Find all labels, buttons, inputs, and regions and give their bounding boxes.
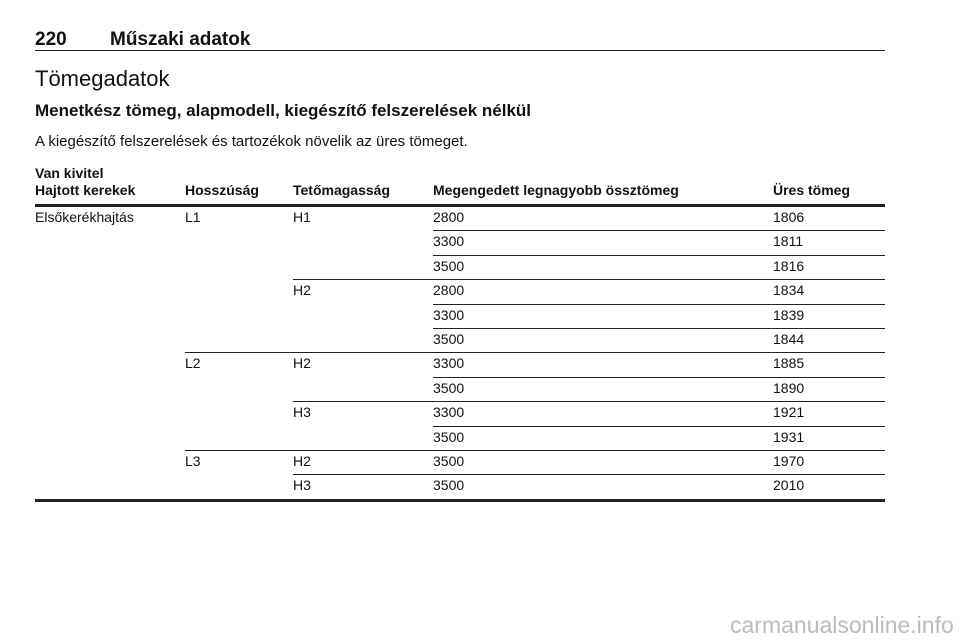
page-number: 220 bbox=[35, 29, 67, 50]
column-header: Tetőmagasság bbox=[293, 182, 390, 198]
cell: H2 bbox=[293, 355, 311, 372]
cell: 3500 bbox=[433, 379, 465, 396]
cell: 1816 bbox=[773, 257, 805, 274]
column-header: Megengedett legnagyobb össztömeg bbox=[433, 182, 679, 198]
cell: L1 bbox=[185, 209, 201, 225]
cell: 1806 bbox=[773, 209, 805, 225]
cell: H3 bbox=[293, 477, 311, 494]
cell: 1921 bbox=[773, 404, 805, 421]
row-rule bbox=[433, 328, 885, 329]
row-rule bbox=[293, 279, 885, 281]
table-caption: Van kivitel bbox=[35, 165, 104, 181]
cell: Elsőkerékhajtás bbox=[35, 209, 134, 225]
cell: 3500 bbox=[433, 331, 465, 347]
row-rule bbox=[433, 303, 885, 305]
header-rule bbox=[35, 204, 885, 207]
cell: 1931 bbox=[773, 428, 805, 445]
row-rule bbox=[185, 352, 885, 354]
cell: 3300 bbox=[433, 355, 465, 372]
cell: 1970 bbox=[773, 453, 805, 469]
subtitle: Menetkész tömeg, alapmodell, kiegészítő … bbox=[35, 101, 532, 120]
cell: H2 bbox=[293, 282, 311, 299]
header-rule bbox=[35, 50, 885, 51]
table-bottom-rule bbox=[35, 498, 885, 502]
cell: 3500 bbox=[433, 428, 465, 445]
cell: L2 bbox=[185, 355, 201, 372]
cell: H1 bbox=[293, 209, 311, 225]
cell: L3 bbox=[185, 453, 201, 469]
title: Tömegadatok bbox=[35, 66, 170, 91]
cell: 1811 bbox=[773, 233, 804, 250]
cell: 1890 bbox=[773, 379, 805, 396]
cell: 1834 bbox=[773, 282, 805, 299]
row-rule bbox=[433, 230, 885, 232]
watermark: carmanualsonline.info bbox=[730, 612, 954, 638]
cell: 2800 bbox=[433, 282, 465, 299]
cell: H3 bbox=[293, 404, 311, 421]
cell: 2800 bbox=[433, 209, 465, 225]
column-header: Hosszúság bbox=[185, 182, 259, 198]
cell: 3300 bbox=[433, 404, 465, 421]
cell: H2 bbox=[293, 453, 311, 469]
row-rule bbox=[433, 425, 885, 427]
cell: 3300 bbox=[433, 306, 465, 323]
cell: 3300 bbox=[433, 233, 465, 250]
section-title: Műszaki adatok bbox=[110, 29, 251, 50]
row-rule bbox=[433, 376, 885, 378]
column-header: Hajtott kerekek bbox=[35, 182, 136, 198]
cell: 1839 bbox=[773, 306, 805, 323]
row-rule bbox=[185, 450, 885, 451]
cell: 3500 bbox=[433, 257, 465, 274]
row-rule bbox=[433, 254, 885, 256]
cell: 2010 bbox=[773, 477, 805, 494]
cell: 1885 bbox=[773, 355, 805, 372]
cell: 3500 bbox=[433, 453, 465, 469]
row-rule bbox=[293, 401, 885, 403]
cell: 1844 bbox=[773, 331, 805, 347]
note: A kiegészítő felszerelések és tartozékok… bbox=[35, 133, 468, 150]
column-header: Üres tömeg bbox=[773, 182, 851, 198]
cell: 3500 bbox=[433, 477, 465, 494]
row-rule bbox=[293, 474, 885, 476]
